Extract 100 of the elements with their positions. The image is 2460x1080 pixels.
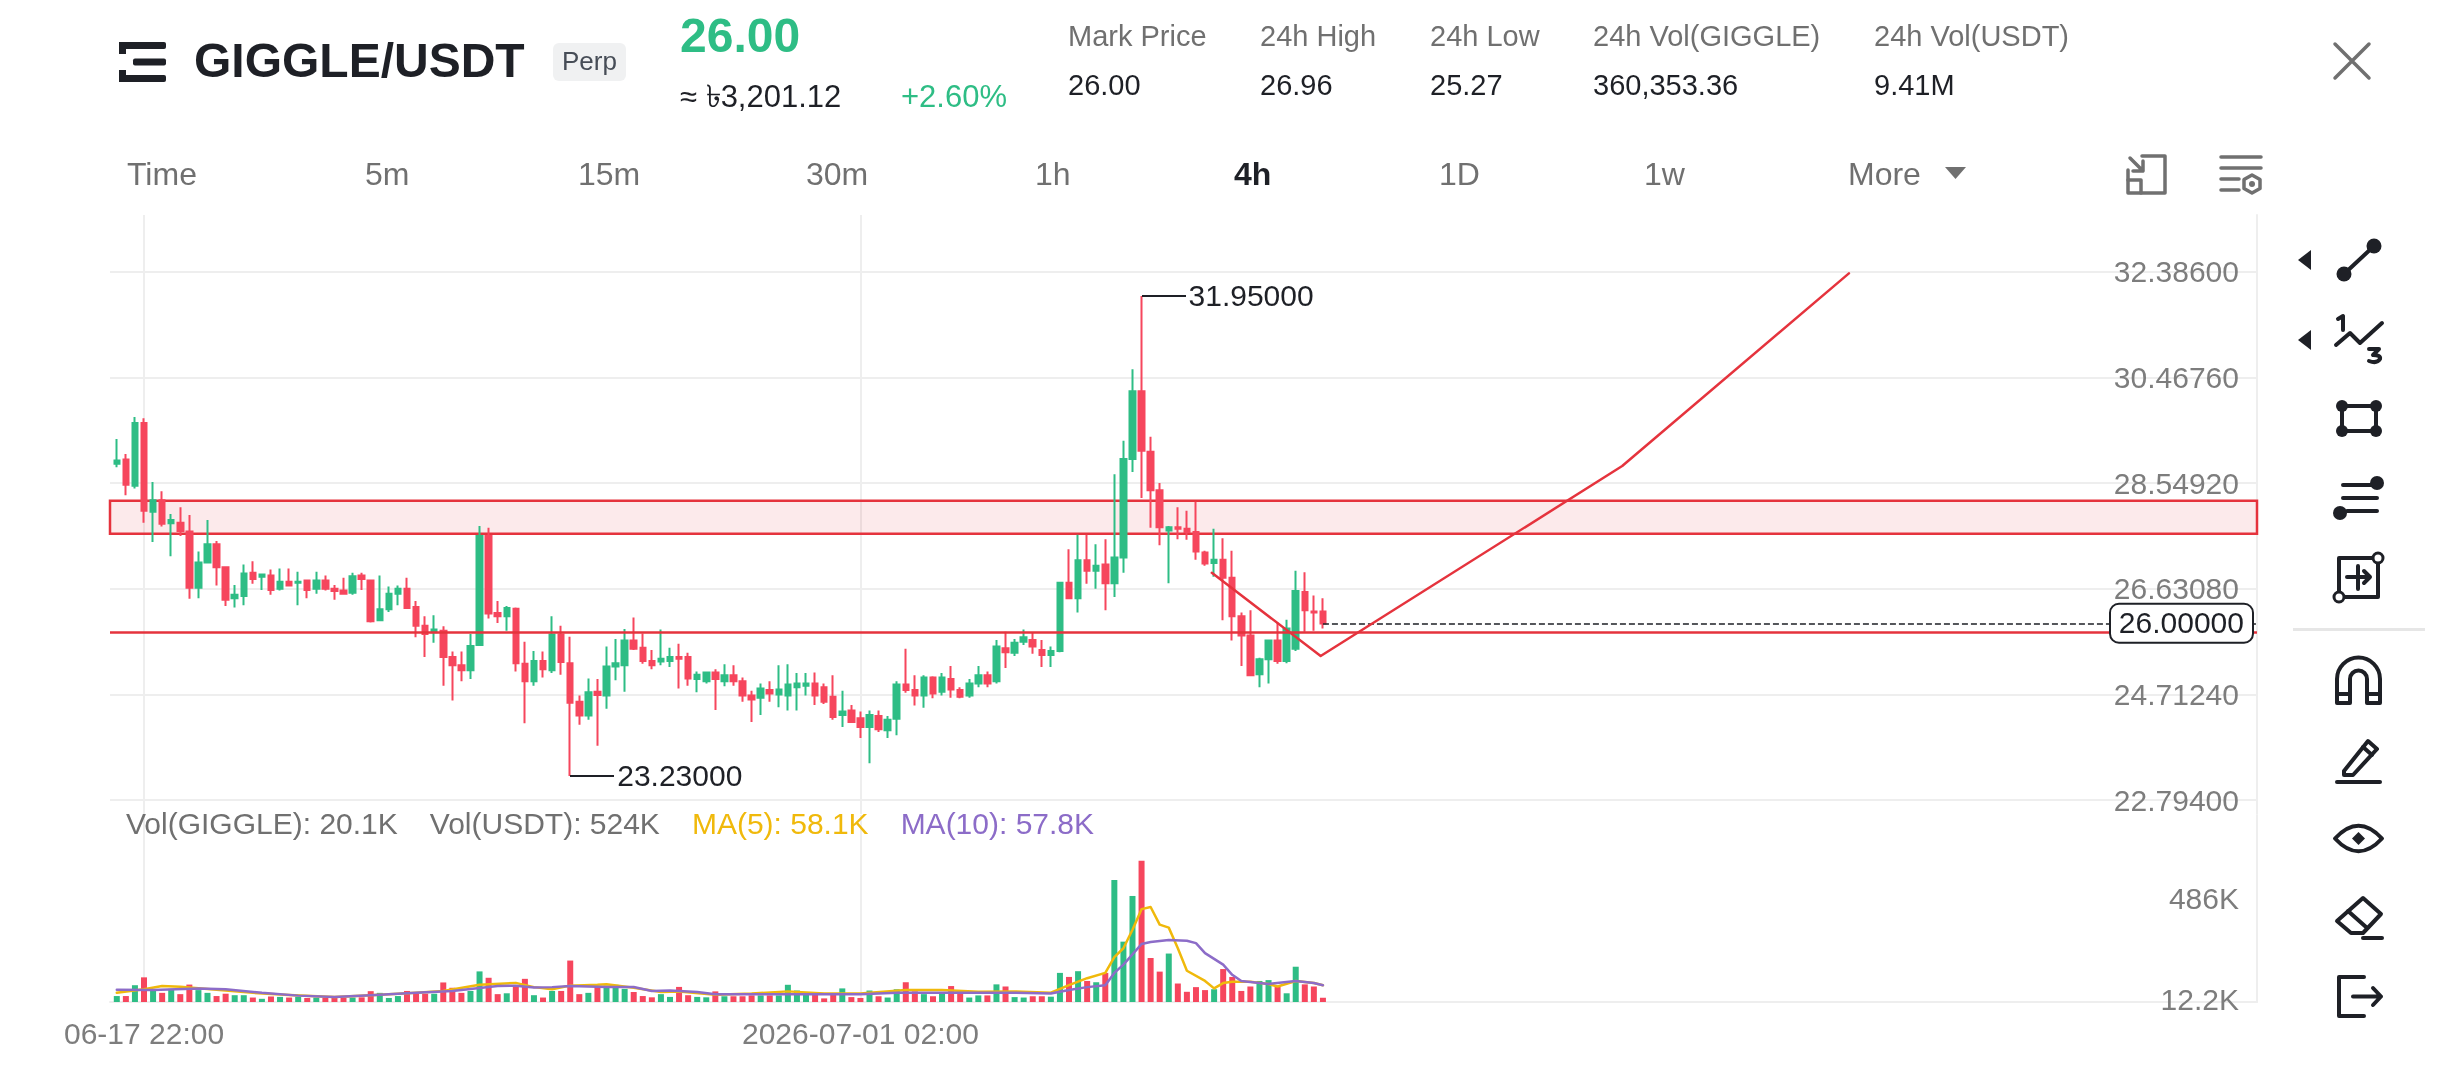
text: 25.27 (1430, 69, 1503, 103)
text: Mark Price (1068, 20, 1207, 54)
candlestick (403, 576, 411, 610)
y-tick-label: 486K (2168, 882, 2239, 916)
candlestick (711, 668, 720, 711)
text: 26.00 (1068, 69, 1141, 103)
y-tick-label: 24.71240 (2113, 677, 2239, 711)
bar (721, 996, 728, 1002)
bar (150, 990, 157, 1002)
annotation: 23.23000 (617, 758, 743, 794)
candlestick (530, 650, 538, 687)
candlestick (230, 583, 239, 609)
text: 360,353.36 (1593, 69, 1739, 103)
candlestick (1092, 543, 1100, 590)
candlestick (1083, 533, 1091, 585)
candlestick (303, 578, 311, 600)
candlestick (394, 584, 402, 607)
bar (295, 996, 302, 1002)
candlestick (720, 663, 729, 688)
text: 4h (1234, 155, 1272, 193)
text: Perp (553, 43, 626, 81)
candlestick (276, 567, 284, 592)
ref-line-label: 26.00000 (2118, 606, 2244, 640)
bar (467, 990, 474, 1002)
text: 26.96 (1260, 69, 1333, 103)
candlestick (820, 682, 828, 705)
candlestick (775, 664, 783, 709)
candlestick (765, 680, 774, 703)
candlestick (793, 672, 801, 712)
text: 1D (1439, 155, 1480, 193)
bar (1247, 986, 1254, 1002)
candlestick (675, 642, 683, 690)
candlestick (911, 674, 919, 707)
bar (648, 997, 655, 1002)
text: 24h High (1260, 20, 1377, 54)
bar (231, 995, 238, 1002)
x-tick-label: 06-17 22:00 (63, 1016, 225, 1050)
text: Time (127, 155, 197, 193)
bar (422, 993, 429, 1002)
bar (304, 997, 311, 1002)
bar (258, 998, 265, 1002)
candlestick (1319, 597, 1327, 630)
bar (739, 996, 746, 1002)
candlestick (412, 599, 420, 639)
text: 15m (578, 155, 641, 193)
candlestick (158, 490, 166, 528)
bar (1038, 996, 1045, 1002)
candlestick (140, 417, 148, 524)
bar (1229, 976, 1236, 1002)
text: ≈ ৳3,201.12 (680, 79, 842, 115)
bar (730, 996, 737, 1002)
candlestick (1056, 580, 1064, 654)
candlestick (666, 646, 674, 668)
bar (1319, 997, 1326, 1002)
bar (1292, 966, 1299, 1002)
text: 9.41M (1874, 69, 1955, 103)
bar (748, 995, 755, 1002)
candlestick (167, 512, 175, 558)
candlestick (693, 670, 701, 694)
candlestick (920, 674, 928, 709)
candlestick (131, 416, 139, 490)
bar (685, 995, 692, 1002)
bar (1211, 989, 1218, 1002)
candlestick (376, 574, 384, 623)
text: 5m (365, 155, 410, 193)
candlestick (648, 648, 656, 671)
text: 24h Low (1430, 20, 1540, 54)
bar (277, 996, 284, 1002)
bar (848, 997, 855, 1002)
candlestick (756, 682, 765, 716)
bar (530, 995, 537, 1002)
candlestick (865, 709, 874, 765)
candlestick (938, 672, 946, 697)
bar (1147, 958, 1154, 1002)
x-tick-label: 2026-07-01 02:00 (741, 1016, 979, 1050)
bar (812, 994, 819, 1002)
annotation: 31.95000 (1188, 278, 1314, 314)
candlestick (312, 570, 321, 595)
bar (1301, 984, 1308, 1002)
bar (594, 986, 601, 1002)
candlestick (258, 572, 266, 591)
candlestick (657, 628, 665, 667)
bar (240, 995, 247, 1002)
candlestick (1201, 549, 1209, 567)
candlestick (829, 674, 837, 721)
candlestick (1065, 548, 1073, 601)
annotation: Vol(GIGGLE): 20.1K (126, 807, 398, 842)
candlestick (1192, 500, 1200, 561)
candlestick (1038, 639, 1046, 668)
bar (431, 993, 438, 1002)
y-tick-label: 22.79400 (2113, 783, 2239, 817)
text: GIGGLE/USDT (194, 33, 525, 89)
bar (358, 997, 365, 1002)
bar (757, 995, 764, 1002)
bar (1202, 990, 1209, 1002)
candlestick (1183, 509, 1191, 541)
candlestick (902, 647, 910, 694)
candlestick (1210, 527, 1218, 578)
candlestick (947, 664, 955, 699)
bar (694, 996, 701, 1002)
